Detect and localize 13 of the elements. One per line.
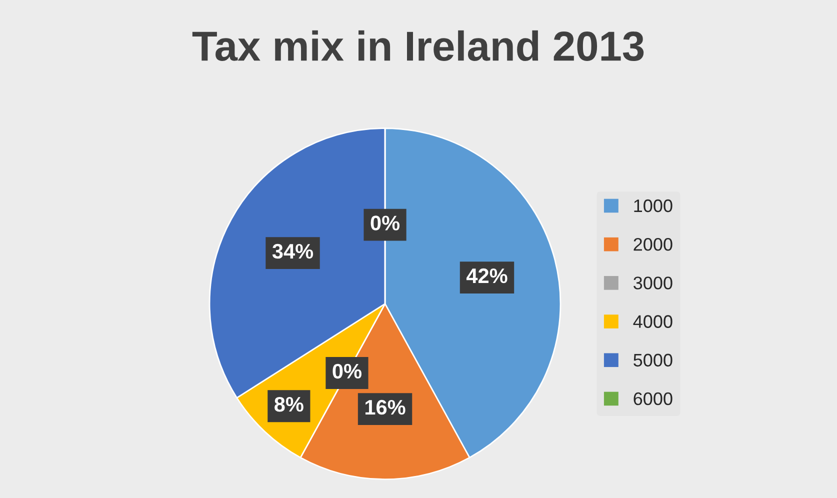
data-label: 8% [274,396,304,412]
legend-label: 5000 [634,354,672,367]
legend-label: 2000 [634,238,672,251]
legend-label: 4000 [633,315,672,328]
chart-title: Tax mix in Ireland 2013 [192,30,644,62]
text: 0% [370,216,400,230]
data-label: 34% [272,244,314,259]
text: 0% [332,364,362,379]
legend-label: 3000 [634,276,672,290]
data-label: 16% [365,400,406,415]
legend-label: 6000 [634,392,672,406]
legend-label: 1000 [634,199,672,212]
data-label: 42% [466,268,508,284]
